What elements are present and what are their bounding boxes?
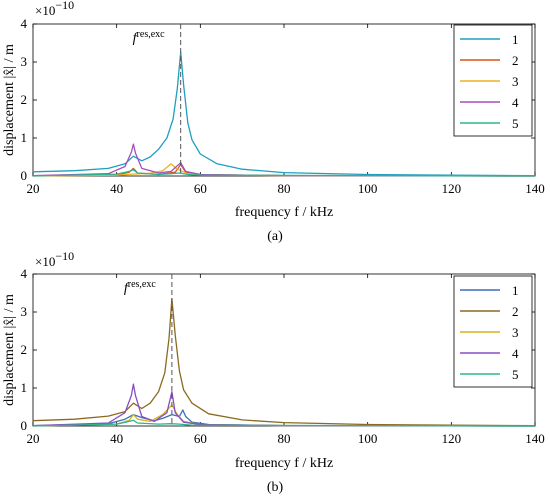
x-tick-label: 140: [525, 181, 545, 196]
x-tick-label: 40: [110, 181, 123, 196]
legend-label-3: 3: [512, 325, 519, 340]
resonance-annotation: fres,exc: [133, 29, 165, 46]
x-tick-label: 20: [27, 181, 40, 196]
legend-label-5: 5: [512, 116, 519, 131]
x-tick-label: 100: [358, 181, 378, 196]
chart-panel-b: 20 40 60 80 100 120 140 0 1 2 3 4 ×10−10 fres,exc 1 2 3 4…: [2, 249, 545, 495]
y-tick-label: 4: [21, 266, 28, 281]
y-axis-label: displacement |x̂| / m: [2, 294, 17, 406]
y-tick-label: 2: [21, 92, 28, 107]
y-tick-label: 4: [21, 16, 28, 31]
series-line-4: [32, 383, 536, 427]
y-tick-label: 0: [21, 418, 28, 433]
legend-label-4: 4: [512, 95, 519, 110]
legend-label-4: 4: [512, 346, 519, 361]
series-line-5: [32, 169, 536, 177]
series-line-4: [32, 143, 536, 177]
x-tick-label: 140: [525, 431, 545, 446]
legend-label-3: 3: [512, 74, 519, 89]
y-tick-label: 1: [21, 380, 28, 395]
legend-label-5: 5: [512, 367, 519, 382]
x-tick-label: 60: [194, 431, 207, 446]
x-tick-label: 40: [110, 431, 123, 446]
legend-label-2: 2: [512, 53, 519, 68]
legend-label-1: 1: [512, 32, 519, 47]
x-tick-label: 80: [278, 181, 291, 196]
y-multiplier: ×10−10: [35, 0, 74, 18]
plot-area: [32, 23, 536, 177]
y-tick-label: 3: [21, 304, 28, 319]
x-tick-label: 120: [442, 181, 462, 196]
x-tick-label: 120: [442, 431, 462, 446]
legend-label-1: 1: [512, 283, 519, 298]
x-tick-label: 20: [27, 431, 40, 446]
legend: 1 2 3 4 5: [453, 24, 533, 137]
x-tick-label: 100: [358, 431, 378, 446]
resonance-annotation: fres,exc: [124, 279, 156, 296]
series-line-5: [32, 419, 536, 427]
x-tick-label: 80: [278, 431, 291, 446]
legend: 1 2 3 4 5: [453, 275, 533, 388]
series-line-1: [32, 51, 536, 177]
x-axis-label: frequency f / kHz: [235, 205, 333, 220]
y-tick-label: 0: [21, 168, 28, 183]
y-tick-label: 3: [21, 54, 28, 69]
x-tick-label: 60: [194, 181, 207, 196]
x-axis-label: frequency f / kHz: [235, 456, 333, 471]
panel-caption: (b): [267, 480, 284, 495]
panel-caption: (a): [267, 229, 283, 244]
chart-panel-a: 20 40 60 80 100 120 140 0 1 2 3 4 ×10−10 fres,exc 1 2 3 4…: [2, 0, 545, 244]
y-axis-label: displacement |x̂| / m: [2, 44, 17, 156]
plot-area: [32, 273, 536, 427]
y-multiplier: ×10−10: [35, 249, 74, 269]
y-tick-label: 1: [21, 130, 28, 145]
y-tick-label: 2: [21, 342, 28, 357]
legend-label-2: 2: [512, 304, 519, 319]
